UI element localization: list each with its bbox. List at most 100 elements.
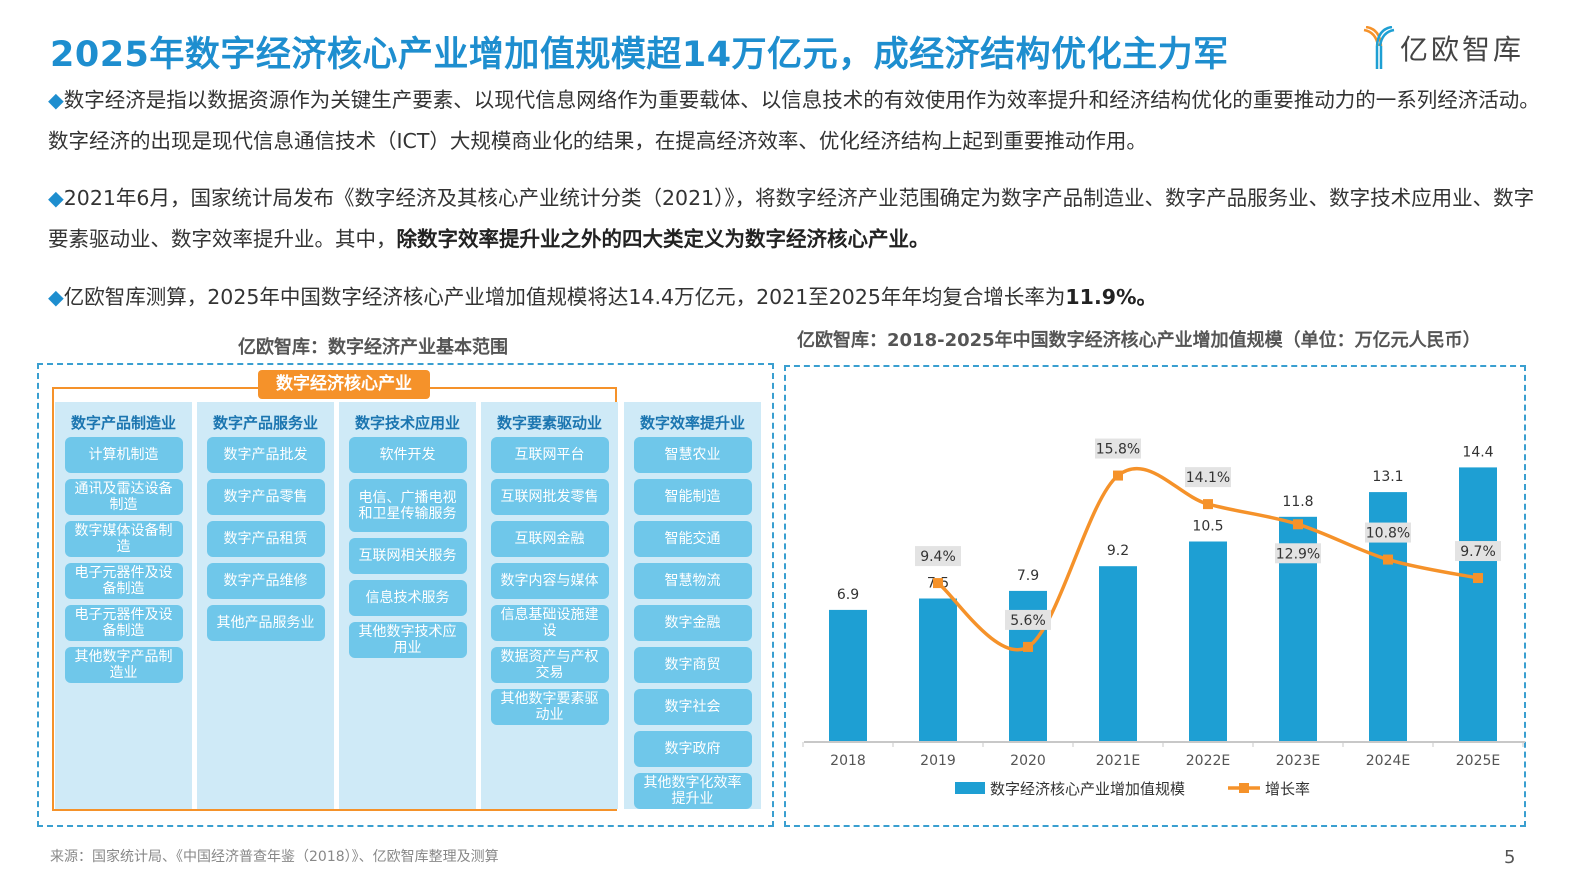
paragraph-forecast: ◆亿欧智库测算，2025年中国数字经济核心产业增加值规模将达14.4万亿元，20… — [48, 285, 1158, 309]
industry-item: 信息基础设施建设 — [490, 605, 609, 641]
x-tick-label: 2018 — [830, 753, 866, 769]
x-tick-label: 2019 — [920, 753, 956, 769]
bar — [1099, 566, 1137, 741]
paragraph-definition: ◆数字经济是指以数据资源作为关键生产要素、以现代信息网络作为重要载体、以信息技术… — [48, 88, 1540, 153]
industry-item: 电子元器件及设备制造 — [64, 605, 183, 641]
growth-rate-label: 12.9% — [1276, 546, 1320, 562]
industry-item: 电信、广播电视和卫星传输服务 — [348, 479, 467, 532]
bar — [1189, 541, 1227, 741]
industry-item: 智能交通 — [633, 521, 752, 557]
industry-item: 智慧物流 — [633, 563, 752, 599]
chart-panel — [784, 365, 1526, 827]
growth-rate-label: 9.7% — [1460, 544, 1496, 560]
industry-item: 其他数字技术应用业 — [348, 622, 467, 658]
bar-value-label: 7.9 — [1017, 568, 1039, 584]
growth-rate-marker — [1203, 499, 1213, 510]
growth-rate-label: 15.8% — [1096, 442, 1140, 458]
industry-item: 其他数字要素驱动业 — [490, 689, 609, 725]
x-tick-label: 2020 — [1010, 753, 1046, 769]
x-tick-label: 2023E — [1276, 753, 1320, 769]
industry-item: 数字产品租赁 — [206, 521, 325, 557]
bar-value-label: 13.1 — [1372, 469, 1403, 485]
growth-label-bg — [1455, 541, 1501, 562]
logo-text: 亿欧智库 — [1400, 33, 1525, 66]
column-heading: 数字要素驱动业 — [496, 414, 602, 432]
industry-column: 数字产品服务业数字产品批发 数字产品零售 数字产品租赁 数字产品维修 其他产品服务业 — [197, 402, 334, 809]
industry-column: 数字效率提升业智慧农业智能制造智能交通智慧物流数字金融数字商贸数字社会数字政府其… — [624, 402, 761, 809]
industry-item: 数据资产与产权交易 — [490, 647, 609, 683]
industry-item: 智能制造 — [633, 479, 752, 515]
industry-item: 互联网批发零售 — [490, 479, 609, 515]
industry-column: 数字技术应用业软件开发电信、广播电视和卫星传输服务互联网相关服务 信息技术服务 其他… — [339, 402, 476, 809]
legend-bar-swatch — [955, 782, 985, 794]
industry-item: 数字金融 — [633, 605, 752, 641]
industry-item: 数字商贸 — [633, 647, 752, 683]
growth-rate-marker — [1383, 554, 1393, 565]
bar-value-label: 9.2 — [1107, 543, 1129, 559]
growth-label-bg — [1275, 543, 1321, 564]
industry-column: 数字要素驱动业互联网平台互联网批发零售 互联网金融数字内容与媒体 信息基础设施建设数… — [481, 402, 618, 809]
x-tick-label: 2024E — [1366, 753, 1410, 769]
source-note: 来源：国家统计局、《中国经济普查年鉴（2018）》、亿欧智库整理及测算 — [50, 849, 499, 865]
growth-rate-label: 5.6% — [1010, 613, 1046, 629]
growth-rate-label: 9.4% — [920, 549, 956, 565]
industry-item: 其他数字化效率提升业 — [633, 773, 752, 809]
bar-value-label: 11.8 — [1282, 494, 1313, 510]
bar-value-label: 6.9 — [837, 587, 859, 603]
growth-label-bg — [915, 546, 961, 567]
bar — [1459, 467, 1497, 741]
x-tick-label: 2022E — [1186, 753, 1230, 769]
industry-item: 数字内容与媒体 — [490, 563, 609, 599]
logo: 亿欧智库 — [1362, 26, 1524, 70]
left-panel-title: 亿欧智库：数字经济产业基本范围 — [238, 337, 508, 358]
paragraph-classification: ◆2021年6月，国家统计局发布《数字经济及其核心产业统计分类（2021）》，将… — [48, 186, 1535, 251]
chart-title: 亿欧智库：2018-2025年中国数字经济核心产业增加值规模（单位：万亿元人民币… — [797, 330, 1481, 351]
industry-item: 智慧农业 — [633, 437, 752, 473]
industry-item: 互联网相关服务 — [348, 538, 467, 574]
industry-item: 计算机制造 — [64, 437, 183, 473]
industry-item: 软件开发 — [348, 437, 467, 473]
growth-rate-label: 14.1% — [1186, 470, 1230, 486]
bar — [919, 598, 957, 741]
column-heading: 数字产品服务业 — [212, 414, 318, 432]
growth-label-bg — [1365, 522, 1411, 543]
industry-item: 互联网金融 — [490, 521, 609, 557]
industry-item: 其他产品服务业 — [206, 605, 325, 641]
column-heading: 数字技术应用业 — [354, 414, 460, 432]
value-added-chart: 6.920187.520197.920209.22021E10.52022E11… — [802, 438, 1525, 798]
growth-rate-marker — [1023, 641, 1033, 652]
industry-item: 电子元器件及设备制造 — [64, 563, 183, 599]
growth-rate-marker — [1293, 519, 1303, 530]
industry-item: 数字产品批发 — [206, 437, 325, 473]
growth-rate-label: 10.8% — [1366, 526, 1410, 542]
industry-item: 通讯及雷达设备制造 — [64, 479, 183, 515]
column-heading: 数字产品制造业 — [70, 414, 176, 432]
x-tick-label: 2021E — [1096, 753, 1140, 769]
x-tick-label: 2025E — [1456, 753, 1500, 769]
bar-value-label: 14.4 — [1462, 444, 1493, 460]
growth-label-bg — [1185, 467, 1231, 488]
industry-item: 数字政府 — [633, 731, 752, 767]
logo-mark-icon — [1363, 26, 1395, 69]
legend-bar-label: 数字经济核心产业增加值规模 — [990, 780, 1185, 798]
growth-rate-marker — [1113, 470, 1123, 481]
industry-item: 信息技术服务 — [348, 580, 467, 616]
growth-label-bg — [1005, 609, 1051, 630]
legend-line-label: 增长率 — [1265, 780, 1310, 798]
industry-scope-panel — [37, 363, 774, 827]
growth-rate-marker — [933, 578, 943, 589]
bar-value-label: 10.5 — [1192, 519, 1223, 535]
page-title: 2025年数字经济核心产业增加值规模超14万亿元，成经济结构优化主力军 — [50, 35, 1229, 75]
industry-column: 数字产品制造业计算机制造通讯及雷达设备制造 数字媒体设备制造 电子元器件及设备制造电… — [55, 402, 192, 809]
growth-rate-marker — [1473, 573, 1483, 584]
industry-item: 数字媒体设备制造 — [64, 521, 183, 557]
legend-line-marker — [1239, 783, 1249, 793]
bar — [829, 609, 867, 741]
column-heading: 数字效率提升业 — [639, 414, 745, 432]
industry-item: 互联网平台 — [490, 437, 609, 473]
industry-item: 数字产品零售 — [206, 479, 325, 515]
core-industry-label: 数字经济核心产业 — [258, 370, 430, 399]
industry-item: 其他数字产品制造业 — [64, 647, 183, 683]
industry-item: 数字社会 — [633, 689, 752, 725]
industry-item: 数字产品维修 — [206, 563, 325, 599]
